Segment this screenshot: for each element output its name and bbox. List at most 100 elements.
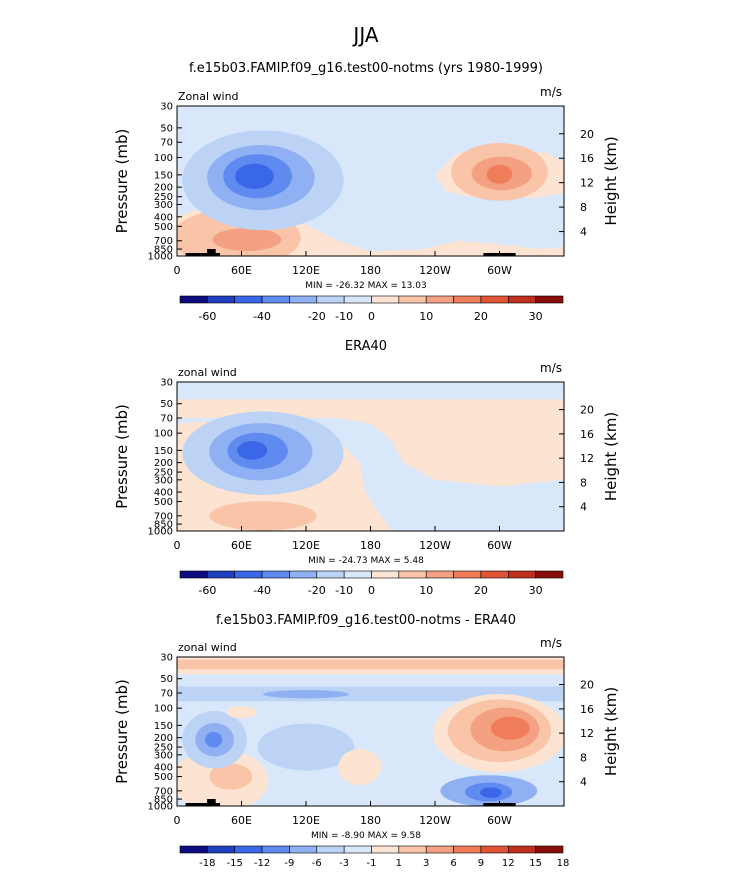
chart-title: f.e15b03.FAMIP.f09_g16.test00-notms - ER…	[216, 613, 516, 628]
colorbar: -60 -40 -20 -10 0 10 20 30	[179, 295, 564, 323]
colorbar-swatch	[261, 845, 290, 854]
colorbar-label: -6	[312, 858, 322, 869]
colorbar-swatch	[425, 570, 454, 579]
colorbar-swatch	[507, 570, 536, 579]
y2-tick-label: 16	[580, 428, 594, 441]
y2-axis-title: Height (km)	[602, 687, 620, 776]
colorbar-swatch	[480, 570, 509, 579]
units-label: m/s	[540, 85, 562, 99]
field-label: zonal wind	[178, 641, 237, 654]
colorbar-swatch	[425, 295, 454, 304]
colorbar-swatch	[480, 845, 509, 854]
contour-region	[235, 163, 274, 189]
y-tick-label: 250	[154, 743, 173, 754]
y2-tick-label: 4	[580, 776, 587, 789]
colorbar-swatch	[371, 295, 400, 304]
chart-title: f.e15b03.FAMIP.f09_g16.test00-notms (yrs…	[189, 61, 543, 76]
topography-block	[207, 249, 216, 256]
contour-region	[263, 690, 349, 699]
colorbar-label: 0	[368, 310, 375, 323]
colorbar-swatch	[453, 845, 482, 854]
colorbar-swatch	[398, 295, 427, 304]
y2-tick-label: 12	[580, 727, 594, 740]
colorbar-swatch	[453, 570, 482, 579]
y-tick-label: 50	[160, 399, 173, 410]
y-tick-label: 850	[154, 245, 173, 256]
y-tick-label: 30	[160, 102, 173, 113]
x-tick-label: 60W	[487, 539, 512, 552]
y-tick-label: 30	[160, 653, 173, 664]
contour-region	[209, 763, 253, 790]
y2-tick-label: 16	[580, 152, 594, 165]
contour-region	[177, 382, 564, 400]
y-tick-label: 500	[154, 772, 173, 783]
x-tick-label: 180	[360, 814, 381, 827]
units-label: m/s	[540, 636, 562, 650]
colorbar-label: -9	[284, 858, 294, 869]
y-tick-label: 300	[154, 475, 173, 486]
y-tick-label: 1000	[148, 802, 173, 813]
colorbar: -18 -15 -12 -9 -6 -3 -1 1 3 6 9 12 15 18	[179, 845, 570, 869]
y2-tick-label: 20	[580, 679, 594, 692]
colorbar-label: 30	[529, 310, 543, 323]
colorbar-label: -20	[308, 584, 326, 597]
stats-label: MIN = -24.73 MAX = 5.48	[308, 556, 424, 566]
colorbar-swatch	[398, 570, 427, 579]
colorbar-swatch	[179, 570, 208, 579]
y-tick-label: 400	[154, 763, 173, 774]
colorbar-label: 30	[529, 584, 543, 597]
y-tick-label: 500	[154, 222, 173, 233]
x-tick-label: 60E	[231, 539, 252, 552]
contour-region	[480, 787, 502, 798]
contour-field	[177, 657, 564, 806]
colorbar-label: -40	[253, 310, 271, 323]
contour-region	[237, 441, 268, 460]
colorbar-label: -10	[335, 584, 353, 597]
colorbar-label: -60	[198, 584, 216, 597]
colorbar-swatch	[507, 845, 536, 854]
contour-region	[226, 705, 257, 719]
y-tick-label: 100	[154, 704, 173, 715]
colorbar-swatch	[289, 845, 318, 854]
x-tick-label: 120W	[419, 264, 451, 277]
units-label: m/s	[540, 361, 562, 375]
y-tick-label: 70	[160, 689, 173, 700]
colorbar-label: 18	[557, 858, 570, 869]
colorbar-label: 9	[478, 858, 484, 869]
colorbar-label: -10	[335, 310, 353, 323]
x-tick-label: 120W	[419, 539, 451, 552]
y-tick-label: 200	[154, 183, 173, 194]
colorbar-label: -3	[339, 858, 349, 869]
colorbar-swatch	[207, 295, 236, 304]
y2-tick-label: 8	[580, 751, 587, 764]
x-tick-label: 180	[360, 539, 381, 552]
colorbar-swatch	[316, 295, 345, 304]
colorbar-swatch	[343, 845, 372, 854]
colorbar-swatch	[316, 845, 345, 854]
topography-block	[185, 253, 220, 256]
y-tick-label: 250	[154, 468, 173, 479]
y-tick-label: 850	[154, 795, 173, 806]
colorbar-swatch	[480, 295, 509, 304]
y2-axis-title: Height (km)	[602, 412, 620, 501]
y-axis-title: Pressure (mb)	[113, 404, 131, 509]
contour-field	[177, 106, 564, 256]
y-tick-label: 150	[154, 170, 173, 181]
colorbar-label: -12	[254, 858, 270, 869]
y-tick-label: 200	[154, 733, 173, 744]
x-tick-label: 120E	[292, 814, 320, 827]
y-tick-label: 50	[160, 123, 173, 134]
x-tick-label: 120E	[292, 264, 320, 277]
y-tick-label: 150	[154, 721, 173, 732]
y2-tick-label: 20	[580, 128, 594, 141]
contour-region	[177, 659, 564, 670]
colorbar-swatch	[289, 295, 318, 304]
colorbar-swatch	[371, 570, 400, 579]
contour-region	[440, 423, 559, 471]
chart-title: ERA40	[345, 339, 387, 354]
colorbar-label: 0	[368, 584, 375, 597]
y2-axis-title: Height (km)	[602, 136, 620, 225]
y-tick-label: 30	[160, 378, 173, 389]
y-tick-label: 1000	[148, 527, 173, 538]
